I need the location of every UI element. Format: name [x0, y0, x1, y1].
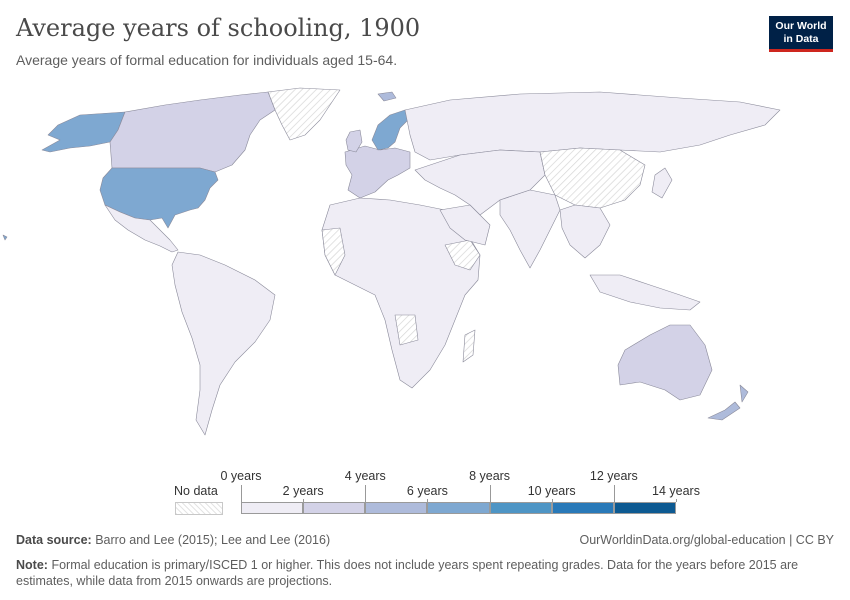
legend-tick: [613, 485, 615, 502]
region-horn-africa-nodata[interactable]: [444, 239, 481, 271]
note: Note: Formal education is primary/ISCED …: [16, 557, 834, 589]
legend-tick-label: 4 years: [344, 469, 386, 483]
region-southeast-asia[interactable]: [559, 204, 611, 259]
legend-tick-label: 14 years: [652, 484, 700, 498]
region-africa[interactable]: [321, 197, 481, 389]
legend-tick-label: 0 years: [220, 469, 262, 483]
region-india[interactable]: [499, 189, 561, 269]
note-text: Formal education is primary/ISCED 1 or h…: [16, 558, 799, 588]
legend-bin-0-2: [241, 502, 304, 514]
region-hawaii[interactable]: [2, 234, 8, 241]
legend-tick-label: 8 years: [469, 469, 511, 483]
source-text: Barro and Lee (2015); Lee and Lee (2016): [95, 533, 331, 547]
region-australia[interactable]: [617, 324, 713, 401]
legend-tick-label: 6 years: [406, 484, 448, 498]
region-scandinavia[interactable]: [371, 109, 411, 151]
data-source: Data source: Barro and Lee (2015); Lee a…: [16, 533, 330, 547]
legend-tick-label: 12 years: [589, 469, 638, 483]
region-canada[interactable]: [109, 91, 276, 173]
region-mexico[interactable]: [104, 204, 179, 253]
chart-title: Average years of schooling, 1900: [16, 14, 421, 42]
legend-tick: [676, 499, 677, 502]
region-british-isles[interactable]: [345, 129, 363, 153]
legend-tick: [303, 499, 305, 502]
source-url-link[interactable]: OurWorldinData.org/global-education | CC…: [579, 533, 834, 547]
no-data-swatch: [175, 502, 223, 515]
note-label: Note:: [16, 558, 48, 572]
color-legend: No data 0 years 2 years 4 years 6 years 8 ye…: [0, 465, 850, 525]
region-indonesia[interactable]: [589, 274, 701, 311]
legend-tick-label: 2 years: [282, 484, 324, 498]
legend-tick: [241, 485, 242, 502]
region-svalbard[interactable]: [377, 91, 397, 102]
region-japan[interactable]: [651, 167, 673, 199]
legend-tick: [427, 499, 429, 502]
region-madagascar[interactable]: [462, 329, 476, 363]
legend-bin-4-6: [365, 502, 428, 514]
region-china[interactable]: [539, 147, 646, 209]
no-data-label: No data: [174, 484, 218, 498]
region-south-america[interactable]: [171, 251, 276, 436]
logo-line-2: in Data: [783, 33, 819, 45]
region-new-zealand[interactable]: [707, 384, 749, 421]
region-russia[interactable]: [404, 91, 781, 161]
legend-bin-8-10: [489, 502, 552, 514]
legend-tick: [489, 485, 491, 502]
owid-logo[interactable]: Our World in Data: [769, 16, 833, 52]
legend-tick: [365, 485, 367, 502]
logo-line-1: Our World: [775, 20, 827, 32]
legend-tick-label: 10 years: [527, 484, 576, 498]
region-western-europe[interactable]: [344, 145, 411, 199]
legend-bin-10-12: [551, 502, 614, 514]
chart-subtitle: Average years of formal education for in…: [16, 52, 398, 68]
legend-bin-6-8: [427, 502, 490, 514]
region-central-africa-nodata[interactable]: [394, 314, 419, 346]
region-greenland[interactable]: [267, 87, 341, 141]
region-arabia[interactable]: [439, 204, 491, 246]
footer: Data source: Barro and Lee (2015); Lee a…: [16, 533, 834, 589]
legend-bin-12-14: [613, 502, 676, 514]
source-label: Data source:: [16, 533, 92, 547]
region-west-africa-nodata[interactable]: [321, 227, 346, 276]
legend-tick: [551, 499, 553, 502]
legend-bin-2-4: [303, 502, 366, 514]
world-map[interactable]: [0, 80, 850, 460]
